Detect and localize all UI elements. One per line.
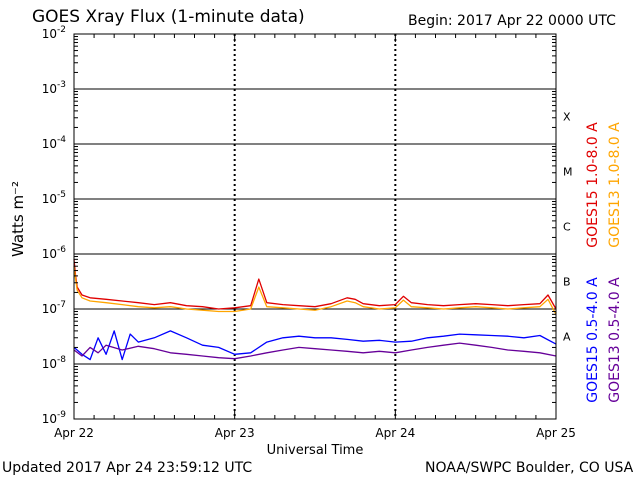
flare-class-a: A [563,331,571,344]
series-layer [73,259,557,361]
x-axis-label: Universal Time [267,443,364,458]
series-line-4 [73,342,557,360]
series-line-3 [73,330,557,361]
x-tick-label: Apr 23 [215,426,255,440]
legend-entry-2: GOES13 1.0-8.0 A [607,122,623,248]
x-tick-label: Apr 24 [375,426,415,440]
series-line-2 [73,266,557,315]
y-tick-label: 10-2 [42,25,66,41]
legend-entry-1: GOES15 1.0-8.0 A [585,122,601,248]
y-tick-label: 10-4 [42,135,67,151]
flare-class-b: B [563,276,571,289]
flare-class-x: X [563,111,571,124]
tick-layer [73,34,557,419]
plot-frame [73,33,557,420]
grid-layer [74,34,556,419]
series-line-1 [73,259,557,310]
flare-class-c: C [563,221,571,234]
chart-title: GOES Xray Flux (1-minute data) [32,7,305,27]
y-tick-label: 10-7 [42,300,66,316]
updated-timestamp: Updated 2017 Apr 24 23:59:12 UTC [2,460,253,476]
legend-entry-3: GOES15 0.5-4.0 A [585,277,601,403]
credit-text: NOAA/SWPC Boulder, CO USA [425,460,634,476]
y-tick-label: 10-5 [42,190,66,206]
legend-entry-4: GOES13 0.5-4.0 A [607,277,623,403]
y-tick-label: 10-8 [42,355,67,371]
y-tick-label: 10-3 [42,80,66,96]
y-tick-label: 10-9 [42,410,67,426]
y-tick-label: 10-6 [42,245,67,261]
begin-time: Begin: 2017 Apr 22 0000 UTC [408,13,616,29]
legend-layer: GOES15 1.0-8.0 A GOES13 1.0-8.0 A GOES15 0… [585,122,623,403]
x-tick-label: Apr 22 [54,426,94,440]
y-axis-label: Watts m⁻² [9,181,27,257]
flare-class-m: M [563,166,573,179]
x-tick-label: Apr 25 [536,426,576,440]
